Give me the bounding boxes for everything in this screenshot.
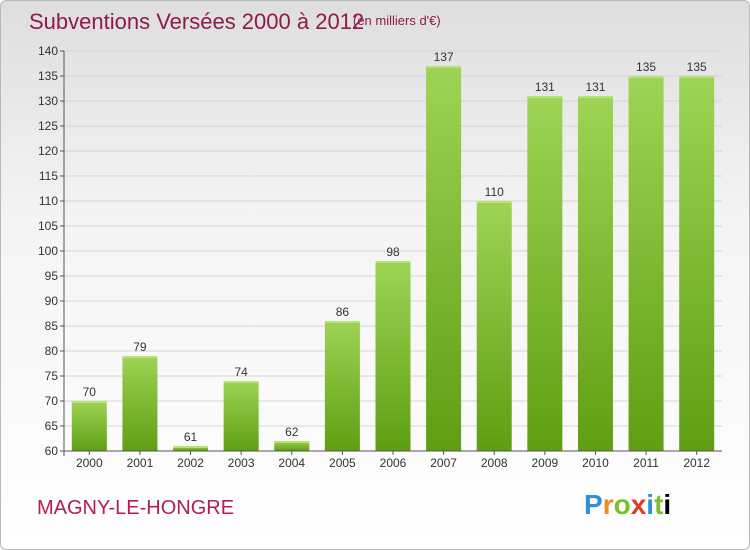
- data-label: 98: [386, 245, 400, 259]
- bar-highlight: [375, 261, 411, 263]
- x-axis-ticks: 2000 2001 2002 2003 2004 2005 2006 2007 2008 2009…: [76, 451, 710, 470]
- y-tick-label: 125: [38, 119, 58, 133]
- y-tick-label: 115: [39, 169, 58, 183]
- data-label: 131: [585, 80, 605, 94]
- unit-label: (en milliers d'€): [353, 13, 441, 28]
- data-label: 135: [687, 60, 707, 74]
- x-tick-label: 2004: [278, 456, 305, 470]
- x-tick-label: 2000: [76, 456, 103, 470]
- x-tick-label: 2011: [633, 456, 659, 470]
- chart-title: Subventions Versées 2000 à 2012: [29, 9, 365, 34]
- bar-highlight: [577, 96, 613, 98]
- bar-2002: [173, 446, 209, 451]
- bar-2011: [628, 76, 664, 451]
- y-tick-label: 80: [45, 344, 59, 358]
- logo-letter: t: [654, 489, 664, 520]
- bar-highlight: [223, 381, 259, 383]
- y-tick-label: 110: [39, 194, 58, 208]
- y-tick-label: 140: [38, 44, 58, 58]
- bar-2001: [122, 356, 158, 451]
- bar-2010: [577, 96, 613, 451]
- y-axis-ticks: 60 65 70 75 80 85 90 95 100 105 110 115 120 125 130 135…: [38, 44, 64, 458]
- y-tick-label: 90: [45, 294, 59, 308]
- bar-2005: [324, 321, 360, 451]
- logo-letter: i: [663, 489, 672, 520]
- data-labels: 70 79 61 74 62 86 98 137 110 131 131 135 135: [83, 50, 707, 444]
- bar-highlight: [679, 76, 715, 78]
- y-tick-label: 95: [45, 269, 59, 283]
- x-tick-label: 2007: [430, 456, 457, 470]
- data-label: 135: [636, 60, 656, 74]
- bar-2008: [476, 201, 512, 451]
- y-tick-label: 105: [38, 219, 58, 233]
- bar-highlight: [426, 66, 462, 68]
- bar-highlight: [476, 201, 512, 203]
- data-label: 62: [285, 425, 299, 439]
- x-tick-label: 2005: [329, 456, 356, 470]
- bar-2006: [375, 261, 411, 451]
- data-label: 137: [434, 50, 454, 64]
- x-tick-label: 2012: [683, 456, 710, 470]
- data-label: 74: [234, 365, 248, 379]
- x-tick-label: 2008: [481, 456, 508, 470]
- y-tick-label: 75: [45, 369, 59, 383]
- data-label: 70: [83, 385, 97, 399]
- commune-name: MAGNY-LE-HONGRE: [37, 497, 235, 519]
- y-tick-label: 100: [38, 244, 58, 258]
- logo-letter: P: [584, 489, 603, 520]
- logo-letter: o: [613, 489, 631, 520]
- logo-letter: r: [602, 489, 614, 520]
- bar-2012: [679, 76, 715, 451]
- data-label: 86: [336, 305, 350, 319]
- y-tick-label: 65: [45, 419, 59, 433]
- x-tick-label: 2006: [380, 456, 407, 470]
- data-label: 131: [535, 80, 555, 94]
- bar-2009: [527, 96, 563, 451]
- y-tick-label: 85: [45, 319, 59, 333]
- y-tick-label: 130: [38, 94, 58, 108]
- logo-letter: i: [646, 489, 655, 520]
- bar-highlight: [122, 356, 158, 358]
- bar-2004: [274, 441, 310, 451]
- y-tick-label: 70: [45, 394, 59, 408]
- x-tick-label: 2003: [228, 456, 255, 470]
- x-tick-label: 2001: [127, 456, 154, 470]
- y-tick-label: 135: [38, 69, 58, 83]
- y-tick-label: 120: [38, 144, 58, 158]
- bars: [71, 66, 715, 451]
- bar-highlight: [628, 76, 664, 78]
- bar-2007: [426, 66, 462, 451]
- bar-2000: [71, 401, 107, 451]
- x-tick-label: 2010: [582, 456, 609, 470]
- x-tick-label: 2002: [177, 456, 204, 470]
- x-tick-label: 2009: [531, 456, 558, 470]
- bar-2003: [223, 381, 259, 451]
- bar-highlight: [71, 401, 107, 403]
- logo-letter: x: [630, 489, 647, 520]
- proxiti-logo: Proxiti: [584, 489, 671, 521]
- data-label: 110: [485, 185, 504, 199]
- bar-highlight: [173, 446, 209, 448]
- bar-highlight: [274, 441, 310, 443]
- y-tick-label: 60: [45, 444, 59, 458]
- data-label: 61: [184, 430, 198, 444]
- bar-highlight: [324, 321, 360, 323]
- bar-highlight: [527, 96, 563, 98]
- data-label: 79: [133, 340, 147, 354]
